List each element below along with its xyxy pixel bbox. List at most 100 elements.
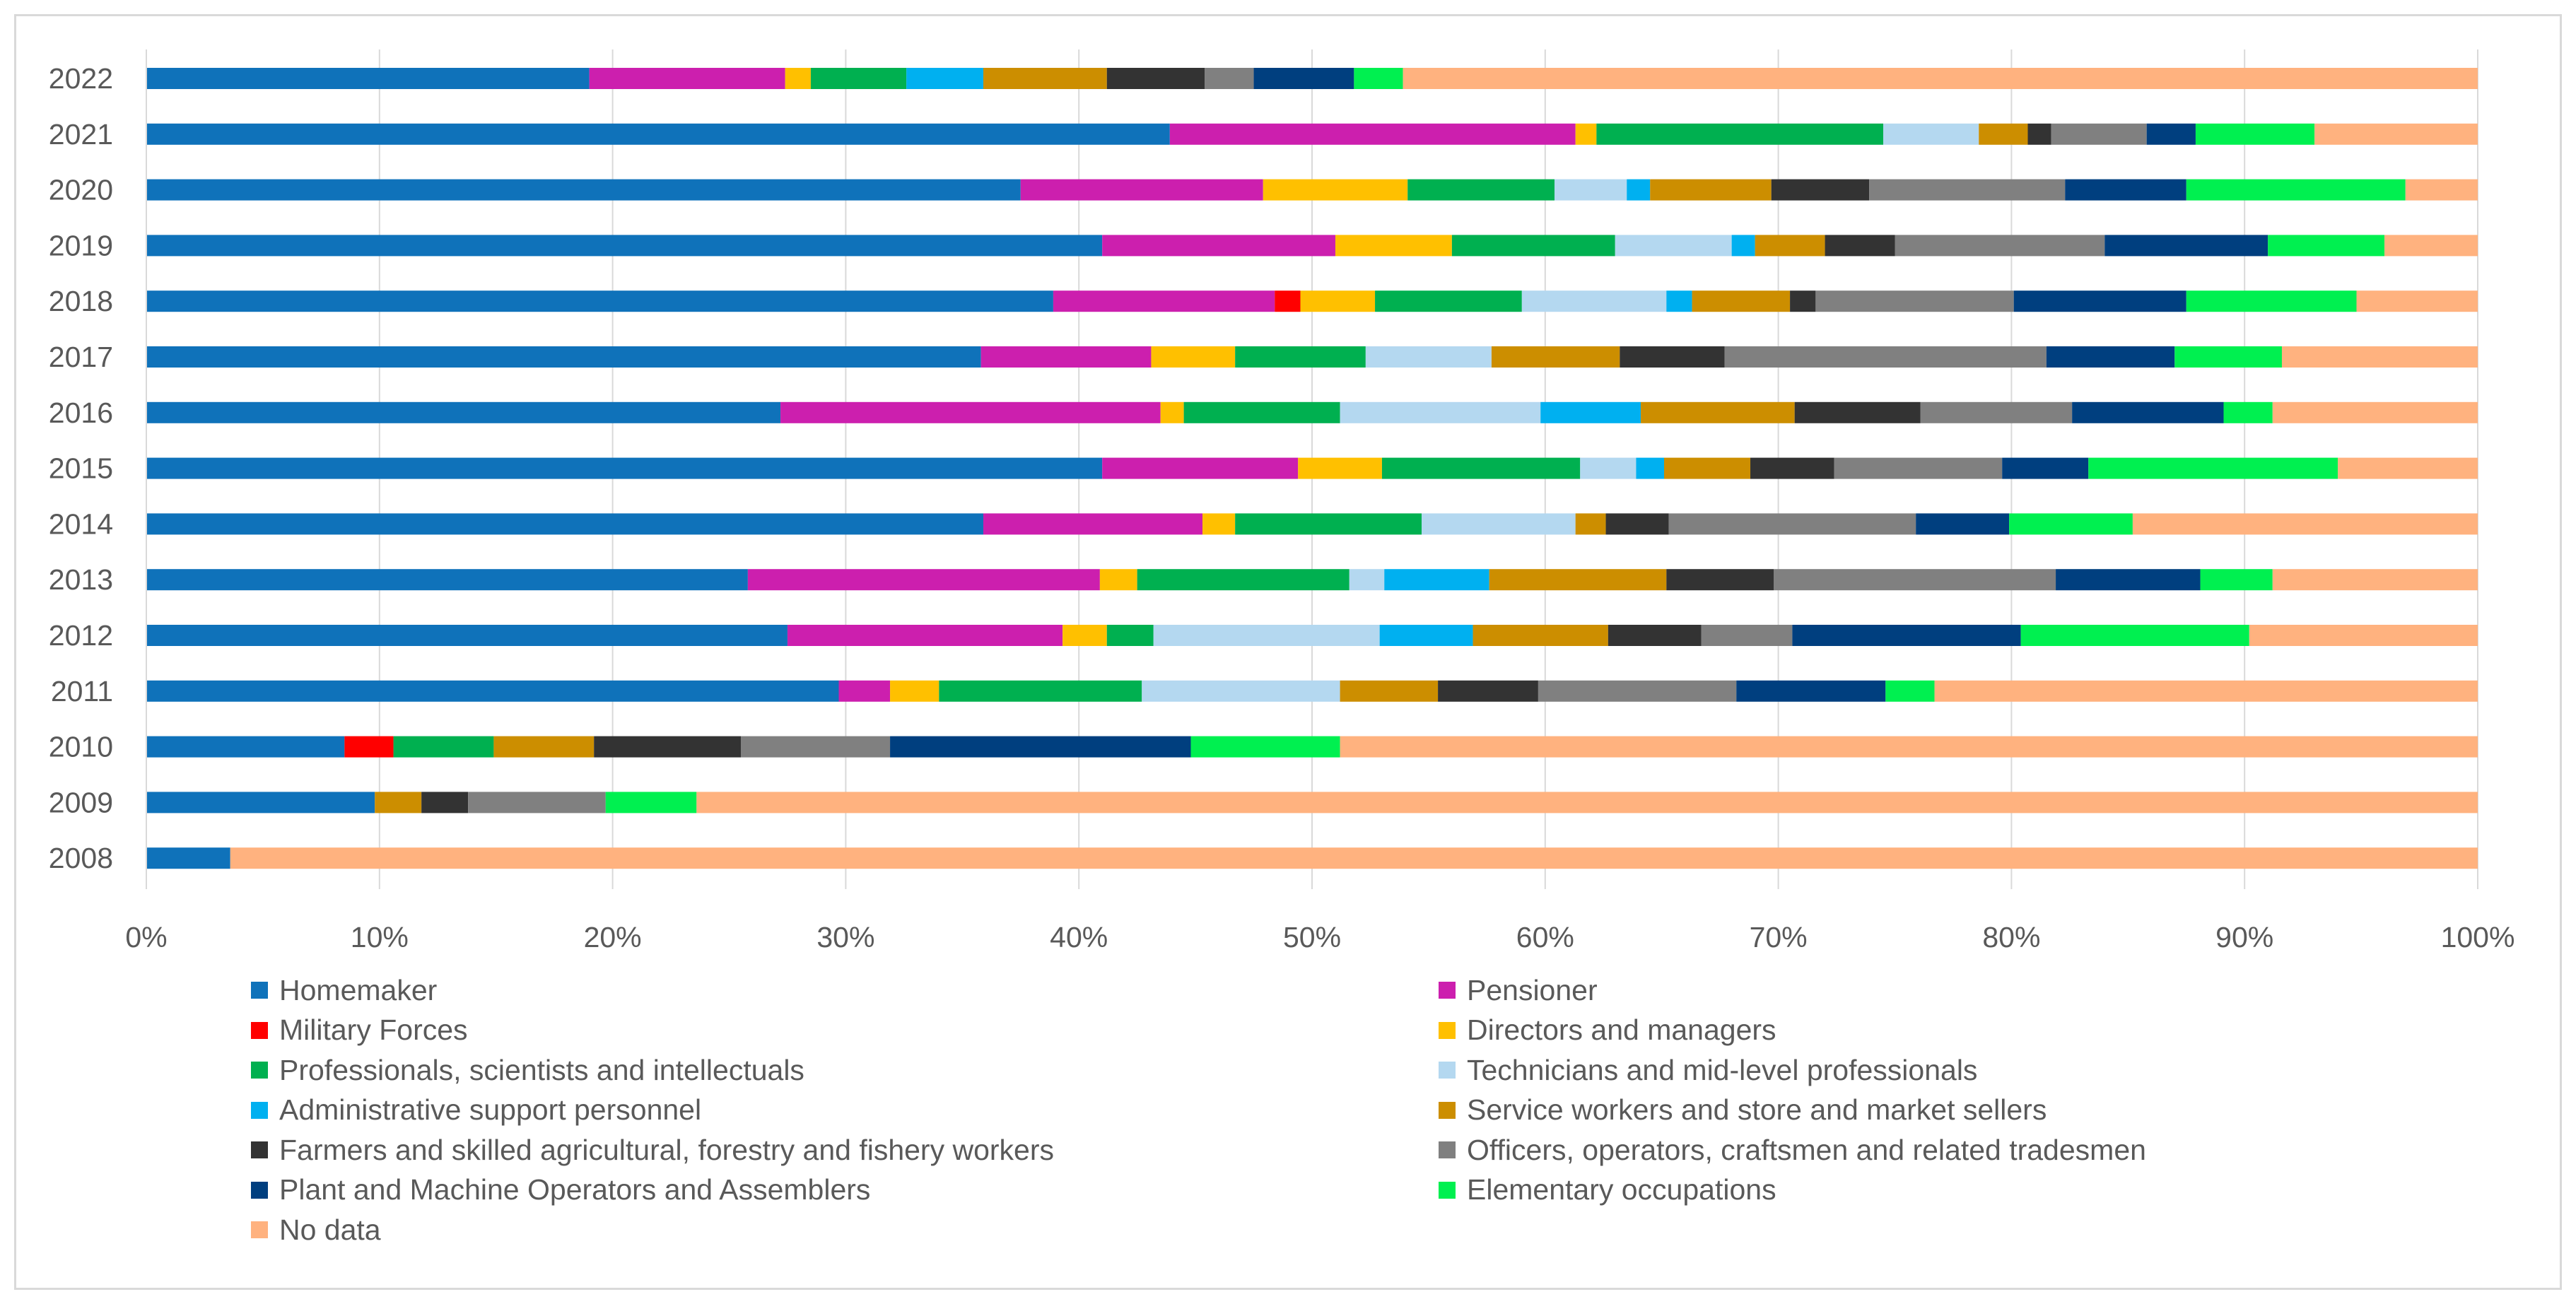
bar-segment <box>2338 457 2478 479</box>
bar-segment <box>890 736 1191 758</box>
bar-segment <box>1153 625 1380 646</box>
y-tick-label: 2021 <box>49 118 113 151</box>
bar-segment <box>2186 290 2357 312</box>
bar-segment <box>1235 346 1366 368</box>
bar-segment <box>740 736 891 758</box>
bar-segment <box>696 792 2478 813</box>
bar-segment <box>1102 457 1299 479</box>
bar-segment <box>1340 736 2478 758</box>
bar-segment <box>1615 235 1732 257</box>
bar-row <box>146 346 2478 368</box>
bar-segment <box>785 68 811 89</box>
bar-segment <box>146 179 1021 201</box>
y-tick-label: 2017 <box>49 341 113 373</box>
bar-segment <box>1202 513 1236 535</box>
bar-segment <box>2223 401 2273 423</box>
bar-segment <box>1790 290 1816 312</box>
bar-row <box>146 235 2478 257</box>
legend-swatch <box>251 1181 268 1199</box>
legend-swatch <box>1439 1141 1456 1158</box>
bar-segment <box>1438 680 1538 702</box>
legend-label: Military Forces <box>279 1014 468 1046</box>
bar-segment <box>780 401 1161 423</box>
legend-swatch <box>251 1141 268 1158</box>
bar-row <box>146 401 2478 423</box>
legend-item: Service workers and store and market sel… <box>1439 1091 2047 1130</box>
bar-segment <box>1596 123 1884 145</box>
bar-segment <box>1608 625 1702 646</box>
y-tick-label: 2008 <box>49 842 113 874</box>
bar-segment <box>2104 235 2268 257</box>
bar-segment <box>146 401 781 423</box>
bar-segment <box>146 235 1103 257</box>
bar-segment <box>1340 401 1541 423</box>
bar-row <box>146 68 2478 89</box>
legend-label: Homemaker <box>279 973 438 1006</box>
bar-segment <box>1701 625 1793 646</box>
bar-segment <box>1724 346 2047 368</box>
y-tick-label: 2011 <box>51 675 113 707</box>
bar-segment <box>1020 179 1263 201</box>
bar-segment <box>2002 457 2089 479</box>
bar-row <box>146 513 2478 535</box>
bar-segment <box>1883 123 1979 145</box>
bar-segment <box>146 792 375 813</box>
bar-segment <box>493 736 595 758</box>
legend-swatch <box>1439 1021 1456 1039</box>
legend-item: Pensioner <box>1439 970 1598 1010</box>
legend-swatch <box>251 1021 268 1039</box>
bar-segment <box>230 847 2478 869</box>
bar-segment <box>146 290 1053 312</box>
bar-segment <box>146 123 1170 145</box>
bar-segment <box>1142 680 1340 702</box>
legend-item: Elementary occupations <box>1439 1170 1776 1210</box>
bar-segment <box>1575 513 1606 535</box>
legend: Homemaker Pensioner Military Forces Directo… <box>251 970 2513 1267</box>
bar-segment <box>2272 401 2478 423</box>
bar-row <box>146 569 2478 591</box>
bar-segment <box>1375 290 1522 312</box>
bar-segment <box>1407 179 1555 201</box>
y-tick-label: 2022 <box>49 62 113 95</box>
bar-row <box>146 847 2478 869</box>
bar-segment <box>1666 569 1774 591</box>
bar-segment <box>1605 513 1669 535</box>
legend-label: Farmers and skilled agricultural, forest… <box>279 1133 1054 1166</box>
bar-segment <box>589 68 785 89</box>
bar-segment <box>1825 235 1895 257</box>
legend-label: Plant and Machine Operators and Assemble… <box>279 1173 871 1206</box>
bar-segment <box>468 792 606 813</box>
bar-segment <box>1190 736 1340 758</box>
legend-label: Directors and managers <box>1467 1014 1776 1046</box>
y-tick-label: 2013 <box>49 563 113 596</box>
bar-segment <box>1340 680 1439 702</box>
bar-segment <box>1489 569 1667 591</box>
bar-segment <box>146 457 1103 479</box>
bar-segment <box>2088 457 2338 479</box>
bar-row <box>146 736 2478 758</box>
y-tick-label: 2009 <box>49 786 113 818</box>
bar-segment <box>2051 123 2147 145</box>
bar-segment <box>1692 290 1791 312</box>
bar-segment <box>1755 235 1825 257</box>
x-tick-label: 70% <box>1750 921 1808 953</box>
bar-segment <box>1137 569 1350 591</box>
bar-segment <box>1885 680 1935 702</box>
legend-item: Military Forces <box>251 1011 468 1050</box>
bar-row <box>146 625 2478 646</box>
bar-segment <box>146 513 983 535</box>
y-tick-label: 2019 <box>49 229 113 262</box>
bar-segment <box>1253 68 1354 89</box>
bar-segment <box>146 847 230 869</box>
bar-segment <box>1106 68 1205 89</box>
bar-segment <box>1815 290 2014 312</box>
bar-segment <box>1554 179 1627 201</box>
bar-segment <box>1580 457 1637 479</box>
bar-segment <box>421 792 469 813</box>
axes: 0% 10% 20% 30% 40% 50% 60% 70% 80% 90% 100% 2022 202… <box>49 49 2514 953</box>
bar-segment <box>1540 401 1641 423</box>
legend-swatch <box>251 1062 268 1079</box>
bar-segment <box>1934 680 2478 702</box>
bar-segment <box>1298 457 1382 479</box>
